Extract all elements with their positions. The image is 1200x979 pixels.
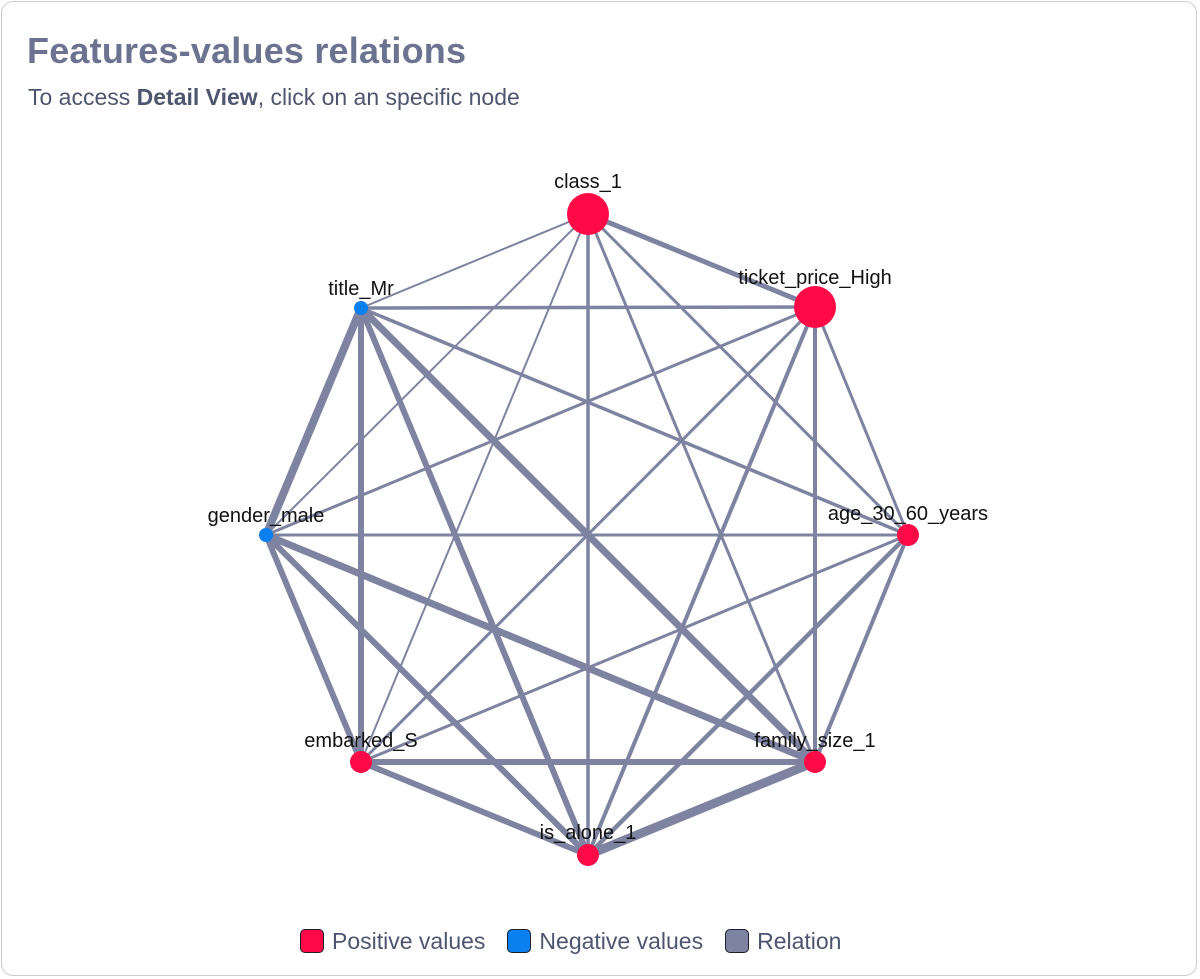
edge-ticket_price_High-gender_male [264,305,817,537]
edge-embarked_S-gender_male [263,532,364,765]
edge-age_30_60_years-title_Mr [359,306,910,537]
node-label-is_alone_1: is_alone_1 [540,822,637,844]
legend-relation-label: Relation [757,927,842,954]
page-subtitle: To access Detail View, click on an speci… [28,84,520,111]
subtitle-detail-view: Detail View [136,84,258,110]
negative-swatch-icon [507,929,532,953]
edge-is_alone_1-title_Mr [358,305,591,858]
legend-negative-label: Negative values [539,927,704,954]
edge-family_size_1-title_Mr [357,304,819,766]
node-label-ticket_price_High: ticket_price_High [738,267,891,289]
edge-family_size_1-is_alone_1 [583,757,820,860]
labels-layer: class_1 ticket_price_High age_30_60_yearsf… [208,171,988,844]
page-title: Features-values relations [27,30,467,71]
edge-class_1-family_size_1 [586,212,817,764]
node-title_Mr[interactable] [354,301,368,315]
nodes-layer [259,193,919,866]
edge-class_1-title_Mr [360,213,589,309]
legend-positive-label: Positive values [332,927,486,954]
subtitle-prefix: To access [28,84,137,110]
relation-swatch-icon [725,929,750,953]
legend-item-relation[interactable]: Relation [725,928,841,955]
node-gender_male[interactable] [259,528,273,542]
edge-is_alone_1-embarked_S [358,759,591,858]
node-label-embarked_S: embarked_S [304,730,417,752]
node-label-family_size_1: family_size_1 [754,730,875,752]
edges-layer [262,211,911,860]
edge-gender_male-title_Mr [262,304,365,539]
edge-is_alone_1-gender_male [263,532,591,858]
edge-class_1-embarked_S [360,213,589,763]
node-label-age_30_60_years: age_30_60_years [828,503,988,525]
node-embarked_S[interactable] [350,751,372,773]
legend: Positive values Negative values Relation [300,924,841,958]
legend-item-negative[interactable]: Negative values [507,928,703,955]
node-age_30_60_years[interactable] [897,524,919,546]
node-family_size_1[interactable] [804,751,826,773]
node-label-title_Mr: title_Mr [328,278,394,300]
edge-class_1-ticket_price_High [585,211,818,310]
node-label-class_1: class_1 [554,171,622,193]
node-ticket_price_High[interactable] [794,286,836,328]
legend-item-positive[interactable]: Positive values [300,928,485,955]
node-is_alone_1[interactable] [577,844,599,866]
edge-ticket_price_High-age_30_60_years [813,305,910,537]
edge-family_size_1-gender_male [262,531,819,766]
node-label-gender_male: gender_male [208,505,325,527]
edge-age_30_60_years-embarked_S [359,533,910,764]
edge-age_30_60_years-family_size_1 [813,533,910,764]
subtitle-suffix: , click on an specific node [257,84,520,110]
positive-swatch-icon [300,929,324,953]
edge-ticket_price_High-title_Mr [359,305,817,310]
node-class_1[interactable] [567,193,609,235]
